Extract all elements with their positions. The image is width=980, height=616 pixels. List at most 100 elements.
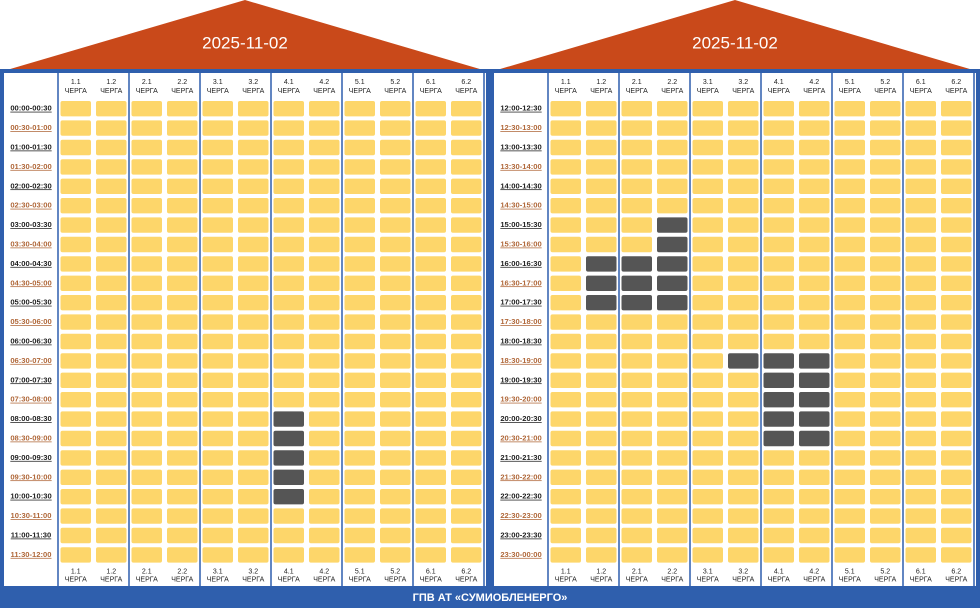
queue-number: 3.2 (248, 568, 258, 575)
cell (941, 217, 972, 233)
queue-word: ЧЕРГА (697, 88, 719, 95)
cell (763, 217, 794, 233)
cell (60, 101, 91, 117)
cell (941, 275, 972, 291)
cell (60, 178, 91, 194)
cell (273, 547, 304, 563)
cell (451, 353, 482, 369)
cell (834, 489, 865, 505)
cell (692, 353, 723, 369)
cell (131, 178, 162, 194)
cell (380, 430, 411, 447)
cell (309, 139, 340, 156)
cell (131, 353, 162, 369)
cell (167, 236, 198, 253)
cell (763, 508, 794, 524)
cell (131, 217, 162, 233)
cell (621, 159, 652, 175)
cell (692, 295, 723, 311)
cell (273, 120, 304, 136)
cell (692, 430, 723, 447)
cell (621, 411, 652, 427)
cell (60, 256, 91, 272)
cell (621, 139, 652, 156)
cell (870, 353, 901, 369)
cell (167, 101, 198, 117)
cell (131, 101, 162, 117)
cell (586, 101, 617, 117)
cell (380, 353, 411, 369)
cell (870, 314, 901, 330)
queue-word: ЧЕРГА (207, 88, 229, 95)
time-label: 19:30-20:00 (500, 395, 541, 404)
cell (870, 101, 901, 117)
queue-number: 6.2 (461, 568, 471, 575)
cell (344, 178, 375, 194)
cell (380, 198, 411, 214)
cell (586, 372, 617, 388)
queue-number: 3.2 (248, 79, 258, 86)
cell (309, 430, 340, 447)
cell (621, 508, 652, 524)
queue-number: 6.1 (916, 79, 926, 86)
cell (550, 469, 581, 485)
cell (380, 236, 411, 253)
queue-word: ЧЕРГА (171, 88, 193, 95)
cell (905, 430, 936, 447)
cell (451, 314, 482, 330)
cell (202, 489, 233, 505)
time-label: 10:00-10:30 (10, 492, 51, 501)
cell (380, 295, 411, 311)
cell (799, 469, 830, 485)
cell (415, 159, 446, 175)
cell (60, 295, 91, 311)
cell (167, 256, 198, 272)
cell (728, 159, 759, 175)
cell (202, 120, 233, 136)
cell (941, 469, 972, 485)
cell (309, 198, 340, 214)
cell (273, 508, 304, 524)
queue-word: ЧЕРГА (278, 576, 300, 583)
cell (728, 450, 759, 466)
queue-word: ЧЕРГА (590, 576, 612, 583)
cell (870, 256, 901, 272)
queue-number: 4.2 (809, 568, 819, 575)
cell (550, 411, 581, 427)
cell (96, 333, 127, 350)
cell (799, 430, 830, 447)
cell (202, 236, 233, 253)
cell (415, 527, 446, 544)
cell (763, 547, 794, 563)
cell (96, 372, 127, 388)
cell (202, 392, 233, 408)
cell (692, 217, 723, 233)
cell (692, 392, 723, 408)
cell (380, 489, 411, 505)
cell (60, 333, 91, 350)
cell (451, 392, 482, 408)
cell (238, 236, 269, 253)
cell (692, 256, 723, 272)
cell (344, 256, 375, 272)
cell (380, 333, 411, 350)
cell (380, 469, 411, 485)
cell (238, 256, 269, 272)
cell (96, 450, 127, 466)
cell (96, 178, 127, 194)
cell (621, 120, 652, 136)
cell (131, 547, 162, 563)
cell (799, 236, 830, 253)
time-label: 10:30-11:00 (11, 511, 52, 520)
cell (941, 178, 972, 194)
cell (728, 489, 759, 505)
cell (451, 198, 482, 214)
cell (941, 411, 972, 427)
cell (415, 547, 446, 563)
queue-number: 6.2 (951, 79, 961, 86)
cell (238, 120, 269, 136)
queue-number: 4.1 (774, 79, 784, 86)
cell (905, 120, 936, 136)
cell (344, 411, 375, 427)
cell (380, 178, 411, 194)
